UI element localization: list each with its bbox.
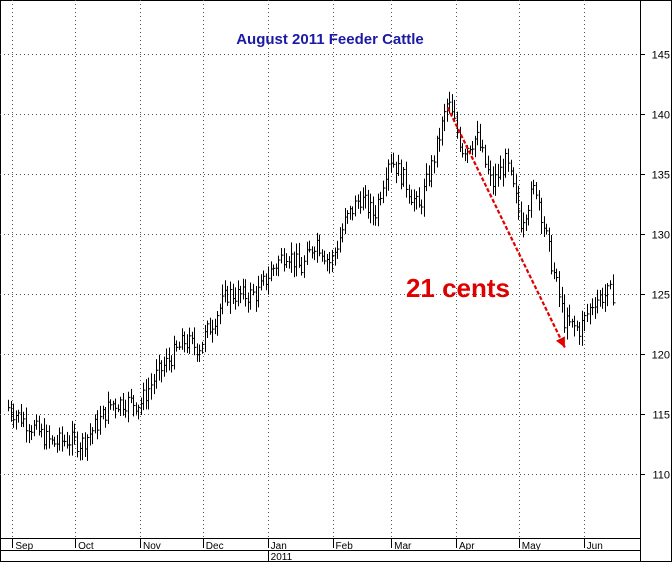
annotation-text: 21 cents (406, 273, 510, 303)
chart-title: August 2011 Feeder Cattle (236, 31, 424, 48)
annotation-arrowhead (555, 336, 565, 348)
x-tick-label: Sep (15, 541, 33, 552)
x-tick-label: Dec (206, 541, 224, 552)
y-tick-label: 145 (652, 50, 670, 62)
x-tick-label: Jun (587, 541, 603, 552)
annotation: 21 cents (406, 107, 566, 348)
y-tick-label: 130 (652, 230, 670, 242)
x-axis: Sep Oct Nov Dec Jan Feb Mar Apr May Jun 2011 (0, 538, 640, 562)
y-axis: 110 115 120 125 130 135 140 145 (640, 50, 670, 482)
y-tick-label: 110 (652, 470, 670, 482)
x-year-label: 2011 (271, 552, 293, 562)
y-tick-label: 125 (652, 290, 670, 302)
y-tick-label: 140 (652, 110, 670, 122)
x-tick-label: May (522, 541, 541, 552)
x-tick-label: Oct (78, 541, 94, 552)
x-tick-label: Mar (394, 541, 412, 552)
x-tick-label: Apr (459, 541, 475, 552)
y-tick-label: 115 (652, 410, 670, 422)
x-tick-label: Nov (143, 541, 161, 552)
y-tick-label: 120 (652, 350, 670, 362)
annotation-arrow (446, 107, 566, 348)
y-tick-label: 135 (652, 170, 670, 182)
x-tick-label: Jan (271, 541, 287, 552)
price-bars (8, 91, 616, 461)
x-tick-label: Feb (336, 541, 354, 552)
